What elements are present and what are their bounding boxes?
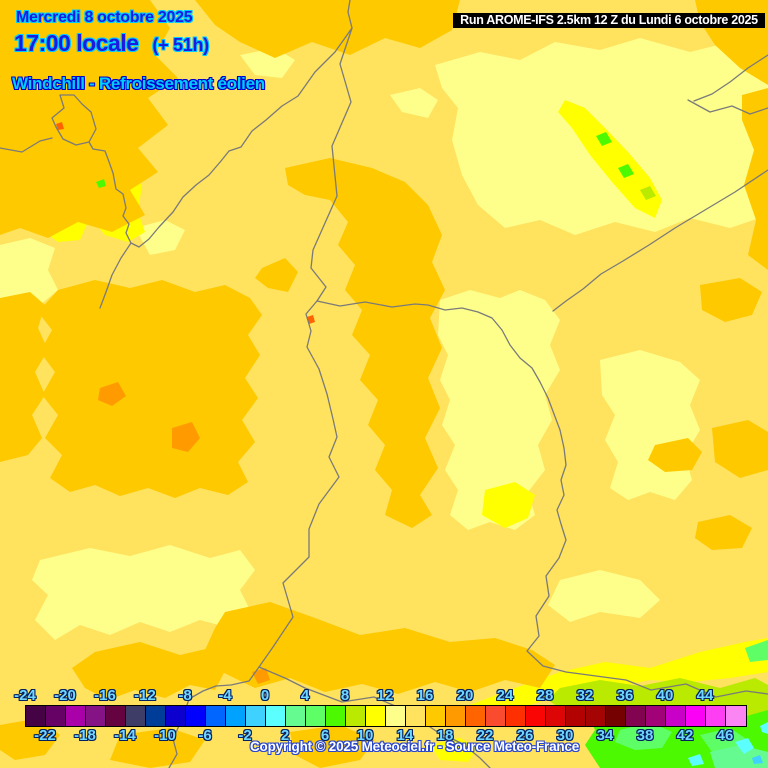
model-run-banner: Run AROME-IFS 2.5km 12 Z du Lundi 6 octo… bbox=[453, 13, 765, 28]
scale-cell bbox=[546, 706, 566, 726]
scale-tick-label: 28 bbox=[536, 687, 554, 704]
scale-cell bbox=[286, 706, 306, 726]
scale-tick-label: -16 bbox=[94, 687, 116, 704]
scale-tick-label: 0 bbox=[260, 687, 270, 704]
scale-cell bbox=[106, 706, 126, 726]
scale-tick-label: -10 bbox=[154, 727, 176, 744]
scale-cell bbox=[646, 706, 666, 726]
scale-cell bbox=[566, 706, 586, 726]
scale-cell bbox=[226, 706, 246, 726]
date-label: Mercredi 8 octobre 2025 bbox=[16, 9, 193, 26]
scale-cell bbox=[266, 706, 286, 726]
scale-tick-label: 44 bbox=[696, 687, 714, 704]
scale-tick-label: 18 bbox=[436, 727, 454, 744]
scale-tick-label: 40 bbox=[656, 687, 674, 704]
scale-cell bbox=[586, 706, 606, 726]
color-scale-bar bbox=[25, 705, 747, 727]
scale-tick-label: 4 bbox=[300, 687, 310, 704]
scale-cell bbox=[66, 706, 86, 726]
scale-cell bbox=[666, 706, 686, 726]
scale-cell bbox=[486, 706, 506, 726]
scale-tick-label: -24 bbox=[14, 687, 36, 704]
scale-tick-label: 14 bbox=[396, 727, 414, 744]
scale-tick-label: 12 bbox=[376, 687, 394, 704]
scale-tick-label: 8 bbox=[340, 687, 350, 704]
scale-cell bbox=[306, 706, 326, 726]
scale-tick-label: 42 bbox=[676, 727, 694, 744]
scale-cell bbox=[26, 706, 46, 726]
scale-tick-label: -20 bbox=[54, 687, 76, 704]
scale-tick-label: -8 bbox=[178, 687, 192, 704]
scale-cell bbox=[46, 706, 66, 726]
scale-tick-label: -14 bbox=[114, 727, 136, 744]
scale-tick-label: 34 bbox=[596, 727, 614, 744]
scale-tick-label: 22 bbox=[476, 727, 494, 744]
scale-cell bbox=[186, 706, 206, 726]
forecast-offset-text: (+ 51h) bbox=[152, 35, 209, 55]
scale-tick-label: 20 bbox=[456, 687, 474, 704]
scale-tick-label: -4 bbox=[218, 687, 232, 704]
scale-labels-top: -24 -20 -16 -12 -8 -4 0 4 8 12 16 20 24 28 32 36 40 44 bbox=[5, 687, 725, 704]
scale-tick-label: -18 bbox=[74, 727, 96, 744]
scale-tick-label: 24 bbox=[496, 687, 514, 704]
scale-tick-label: -22 bbox=[34, 727, 56, 744]
scale-cell bbox=[606, 706, 626, 726]
parameter-label: Windchill - Refroissement éolien bbox=[12, 74, 265, 93]
scale-tick-label: 10 bbox=[356, 727, 374, 744]
scale-tick-label: 16 bbox=[416, 687, 434, 704]
scale-cell bbox=[446, 706, 466, 726]
copyright-label: Copyright © 2025 Meteociel.fr - Source M… bbox=[250, 739, 580, 754]
time-label: 17:00 locale (+ 51h) bbox=[14, 30, 209, 57]
scale-cell bbox=[406, 706, 426, 726]
scale-cell bbox=[526, 706, 546, 726]
scale-cell bbox=[326, 706, 346, 726]
scale-cell bbox=[626, 706, 646, 726]
scale-tick-label: 38 bbox=[636, 727, 654, 744]
scale-tick-label: -12 bbox=[134, 687, 156, 704]
scale-cell bbox=[246, 706, 266, 726]
scale-tick-label: 2 bbox=[280, 727, 290, 744]
scale-cell bbox=[726, 706, 746, 726]
scale-cell bbox=[206, 706, 226, 726]
scale-cell bbox=[346, 706, 366, 726]
scale-labels-bottom: -22 -18 -14 -10 -6 -2 2 6 10 14 18 22 26 30 34 38 42 46 bbox=[25, 727, 745, 744]
hot-spots bbox=[56, 122, 315, 684]
scale-cell bbox=[386, 706, 406, 726]
scale-cell bbox=[86, 706, 106, 726]
scale-tick-label: 6 bbox=[320, 727, 330, 744]
scale-cell bbox=[366, 706, 386, 726]
scale-cell bbox=[686, 706, 706, 726]
scale-cell bbox=[426, 706, 446, 726]
local-time-text: 17:00 locale bbox=[14, 30, 139, 56]
scale-tick-label: 26 bbox=[516, 727, 534, 744]
scale-tick-label: -6 bbox=[198, 727, 212, 744]
scale-tick-label: -2 bbox=[238, 727, 252, 744]
scale-cell bbox=[126, 706, 146, 726]
scale-tick-label: 32 bbox=[576, 687, 594, 704]
scale-tick-label: 46 bbox=[716, 727, 734, 744]
scale-cell bbox=[706, 706, 726, 726]
scale-cell bbox=[146, 706, 166, 726]
scale-cell bbox=[466, 706, 486, 726]
scale-cell bbox=[506, 706, 526, 726]
scale-tick-label: 30 bbox=[556, 727, 574, 744]
scale-tick-label: 36 bbox=[616, 687, 634, 704]
scale-cell bbox=[166, 706, 186, 726]
